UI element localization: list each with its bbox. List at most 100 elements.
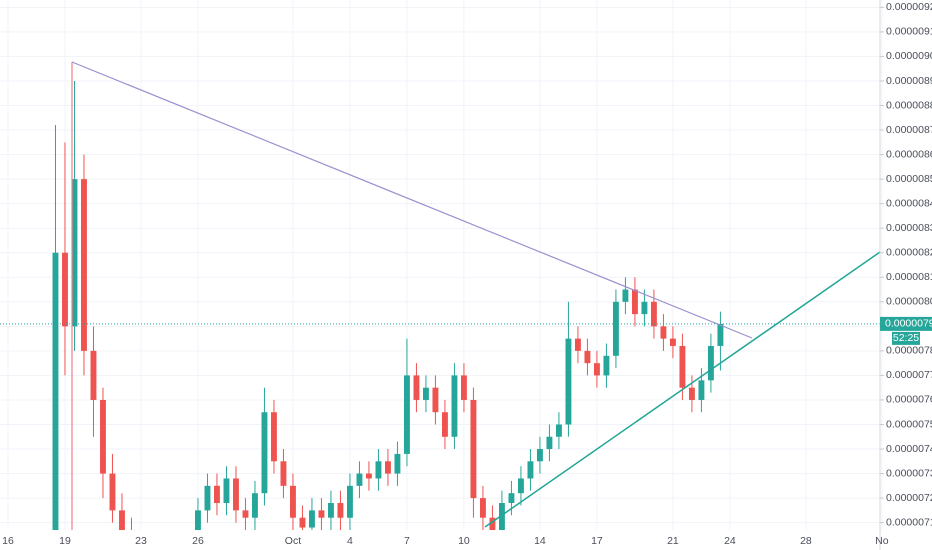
y-tick-label: 0.00000860 — [886, 148, 932, 160]
y-tick-label: 0.00000890 — [886, 75, 932, 87]
support-trendline — [484, 251, 880, 528]
y-tick-label: 0.00000850 — [886, 173, 932, 185]
candle-body — [204, 485, 211, 511]
candles — [52, 80, 724, 530]
x-tick-label: 24 — [724, 535, 736, 547]
candle-body — [318, 510, 325, 518]
y-tick-label: 0.00000770 — [886, 369, 932, 381]
candle-body — [631, 289, 638, 315]
candle-body — [403, 375, 410, 454]
candle-body — [109, 473, 116, 511]
x-tick-label: 28 — [800, 535, 812, 547]
x-tick-label: 16 — [2, 535, 14, 547]
y-tick-label: 0.00000810 — [886, 271, 932, 283]
candle-body — [546, 436, 553, 450]
candle-body — [593, 363, 600, 376]
candle-body — [375, 461, 382, 479]
y-tick-label: 0.00000760 — [886, 394, 932, 406]
candle-body — [479, 498, 486, 518]
candle-body — [328, 503, 334, 518]
x-tick-label: 17 — [591, 535, 603, 547]
candle-body — [261, 412, 268, 494]
candle-body — [470, 399, 477, 499]
y-tick-label: 0.00000920 — [886, 1, 932, 13]
candle-body — [432, 387, 439, 413]
x-tick-label: 23 — [135, 535, 147, 547]
candle-body — [555, 424, 562, 437]
countdown-label: 52:25 — [893, 332, 919, 344]
x-tick-label: 14 — [534, 535, 546, 547]
candle-body — [347, 485, 353, 518]
candle-body — [81, 179, 87, 351]
candle-body — [688, 387, 695, 400]
candle-body — [290, 485, 296, 518]
x-tick-label: 4 — [347, 535, 353, 547]
candle-body — [271, 412, 277, 462]
candle-body — [536, 449, 543, 462]
candle-body — [584, 350, 591, 364]
y-tick-label: 0.00000780 — [886, 345, 932, 357]
candle-body — [233, 478, 239, 511]
candle-body — [71, 179, 78, 327]
candle-body — [413, 375, 420, 400]
y-tick-label: 0.00000840 — [886, 197, 932, 209]
y-tick-label: 0.00000830 — [886, 222, 932, 234]
candle-body — [280, 461, 287, 486]
y-tick-label: 0.00000820 — [886, 247, 932, 259]
x-tick-label: 19 — [59, 535, 71, 547]
y-tick-label: 0.00000880 — [886, 99, 932, 111]
y-tick-label: 0.00000710 — [886, 516, 932, 528]
y-tick-label: 0.00000800 — [886, 296, 932, 308]
candle-body — [252, 493, 258, 518]
x-tick-label: 10 — [458, 535, 470, 547]
candle-body — [337, 503, 344, 518]
x-tick-label: Oct — [285, 535, 301, 547]
candle-body — [498, 503, 505, 530]
x-tick-label: No — [875, 535, 889, 547]
candle-body — [612, 301, 619, 356]
last-price-label: 0.00000791 — [885, 318, 932, 330]
candle-body — [195, 510, 201, 530]
candle-body — [603, 355, 610, 376]
candle-body — [460, 375, 467, 400]
candle-body — [223, 478, 230, 504]
candle-body — [242, 510, 249, 518]
y-tick-label: 0.00000910 — [886, 26, 932, 38]
candle-body — [100, 399, 106, 474]
candle-body — [366, 473, 372, 479]
candle-body — [90, 350, 97, 400]
y-tick-label: 0.00000740 — [886, 443, 932, 455]
candle-body — [451, 375, 458, 437]
last-price-box — [880, 316, 932, 331]
candle-body — [698, 380, 705, 400]
candle-body — [299, 517, 306, 528]
candle-body — [679, 345, 686, 388]
candle-body — [62, 252, 68, 327]
candle-body — [52, 252, 59, 530]
x-tick-label: 26 — [192, 535, 204, 547]
candle-body — [574, 338, 581, 351]
candle-body — [385, 461, 391, 474]
candle-body — [441, 412, 448, 437]
candle-body — [309, 510, 315, 528]
candle-body — [669, 338, 676, 346]
candle-body — [650, 301, 657, 327]
candle-body — [489, 517, 496, 530]
y-tick-label: 0.00000900 — [886, 50, 932, 62]
candle-body — [214, 485, 220, 504]
candle-body — [422, 387, 429, 400]
candle-body — [356, 473, 363, 486]
resistance-trendline — [71, 61, 753, 339]
x-tick-label: 21 — [667, 535, 679, 547]
grid — [0, 0, 883, 530]
y-tick-label: 0.00000750 — [886, 418, 932, 430]
y-tick-label: 0.00000870 — [886, 124, 932, 136]
candle-body — [119, 510, 125, 530]
candle-body — [565, 338, 572, 425]
candle-body — [508, 493, 515, 504]
countdown-box — [892, 331, 920, 345]
drawings — [71, 61, 880, 530]
